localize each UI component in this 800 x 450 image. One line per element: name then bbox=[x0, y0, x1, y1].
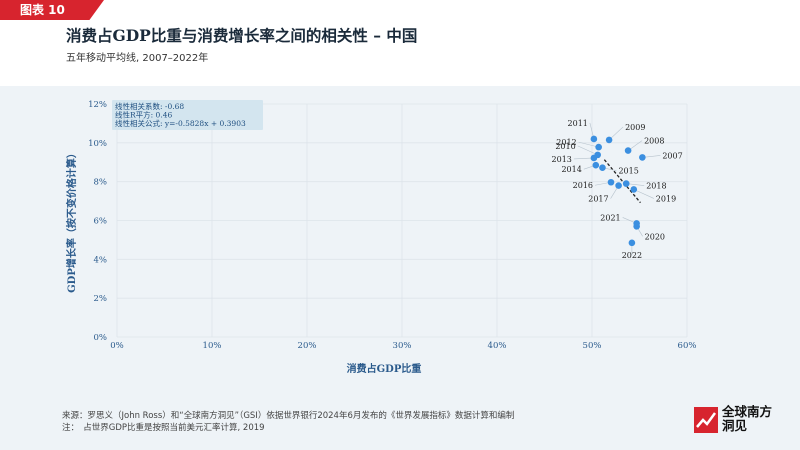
logo-line-1: 全球南方 bbox=[722, 404, 773, 419]
x-tick-label: 20% bbox=[298, 341, 317, 351]
data-point-label: 2008 bbox=[644, 137, 664, 146]
x-tick-label: 50% bbox=[583, 341, 602, 351]
data-point-label: 2018 bbox=[646, 182, 666, 191]
logo-text: 全球南方 洞见 bbox=[722, 405, 772, 433]
data-point bbox=[622, 180, 630, 187]
chart-title: 消费占GDP比重与消费增长率之间的相关性 – 中国 bbox=[66, 26, 418, 45]
y-tick-label: 10% bbox=[88, 139, 107, 149]
data-point bbox=[599, 164, 606, 171]
x-tick-label: 60% bbox=[678, 341, 697, 351]
point-label-leader bbox=[573, 157, 594, 160]
data-point bbox=[628, 239, 636, 247]
data-point bbox=[595, 143, 602, 151]
y-tick-label: 6% bbox=[94, 217, 108, 227]
x-tick-label: 40% bbox=[488, 341, 507, 351]
data-point bbox=[633, 220, 640, 227]
y-tick-label: 2% bbox=[94, 294, 108, 304]
y-tick-label: 4% bbox=[94, 255, 108, 265]
x-tick-label: 10% bbox=[203, 341, 222, 351]
figure-tag: 图表 10 bbox=[0, 0, 104, 20]
data-point bbox=[590, 154, 598, 162]
data-point-label: 2010 bbox=[555, 142, 575, 151]
x-tick-label: 0% bbox=[110, 341, 124, 351]
data-point-label: 2019 bbox=[656, 194, 676, 203]
data-point-label: 2014 bbox=[561, 165, 581, 174]
data-point-label: 2022 bbox=[622, 251, 642, 260]
x-tick-label: 30% bbox=[393, 341, 412, 351]
data-point-label: 2017 bbox=[588, 195, 608, 204]
gsi-logo: 全球南方 洞见 bbox=[694, 405, 786, 437]
data-point-label: 2016 bbox=[573, 181, 593, 190]
stats-text-line: 线性相关系数: -0.68 bbox=[115, 101, 184, 111]
logo-mark-icon bbox=[694, 407, 718, 433]
x-axis-title: 消费占GDP比重 bbox=[347, 362, 422, 375]
data-point-label: 2021 bbox=[600, 213, 620, 222]
y-tick-label: 0% bbox=[94, 333, 108, 343]
chart-subtitle: 五年移动平均线, 2007–2022年 bbox=[66, 53, 209, 64]
trendline bbox=[603, 159, 641, 204]
data-point-label: 2007 bbox=[662, 151, 682, 160]
data-point bbox=[590, 135, 598, 143]
stats-text-line: 线性R平方: 0.46 bbox=[115, 110, 172, 120]
data-point bbox=[592, 161, 600, 169]
point-label-leader bbox=[578, 141, 599, 148]
footnote-text: 注： 占世界GDP比重是按照当前美元汇率计算, 2019 bbox=[62, 423, 265, 433]
data-point-label: 2011 bbox=[568, 119, 588, 128]
data-point bbox=[607, 178, 615, 186]
data-point bbox=[630, 186, 638, 193]
data-point-label: 2015 bbox=[618, 167, 638, 176]
y-axis-title: GDP增长率（按不变价格计算） bbox=[65, 148, 78, 293]
data-point-label: 2013 bbox=[552, 155, 572, 164]
data-point bbox=[639, 154, 646, 161]
data-point bbox=[624, 147, 632, 154]
stats-text-line: 线性相关公式: y=-0.5828x + 0.3903 bbox=[115, 118, 246, 128]
data-point-label: 2020 bbox=[645, 232, 665, 241]
data-point-label: 2012 bbox=[556, 138, 576, 147]
point-label-leader bbox=[577, 145, 598, 156]
chart-panel-background bbox=[0, 86, 800, 450]
source-note: 来源：罗思义（John Ross）和“全球南方洞见”（GSI）依据世界银行202… bbox=[62, 410, 514, 434]
point-label-leader bbox=[633, 189, 654, 199]
data-point-label: 2009 bbox=[625, 123, 645, 132]
stats-box bbox=[112, 100, 263, 130]
y-tick-label: 8% bbox=[94, 178, 108, 188]
data-point bbox=[615, 182, 622, 189]
source-text: 来源：罗思义（John Ross）和“全球南方洞见”（GSI）依据世界银行202… bbox=[62, 411, 515, 421]
data-point bbox=[605, 136, 613, 144]
y-tick-label: 12% bbox=[88, 100, 107, 110]
logo-line-2: 洞见 bbox=[722, 418, 748, 433]
